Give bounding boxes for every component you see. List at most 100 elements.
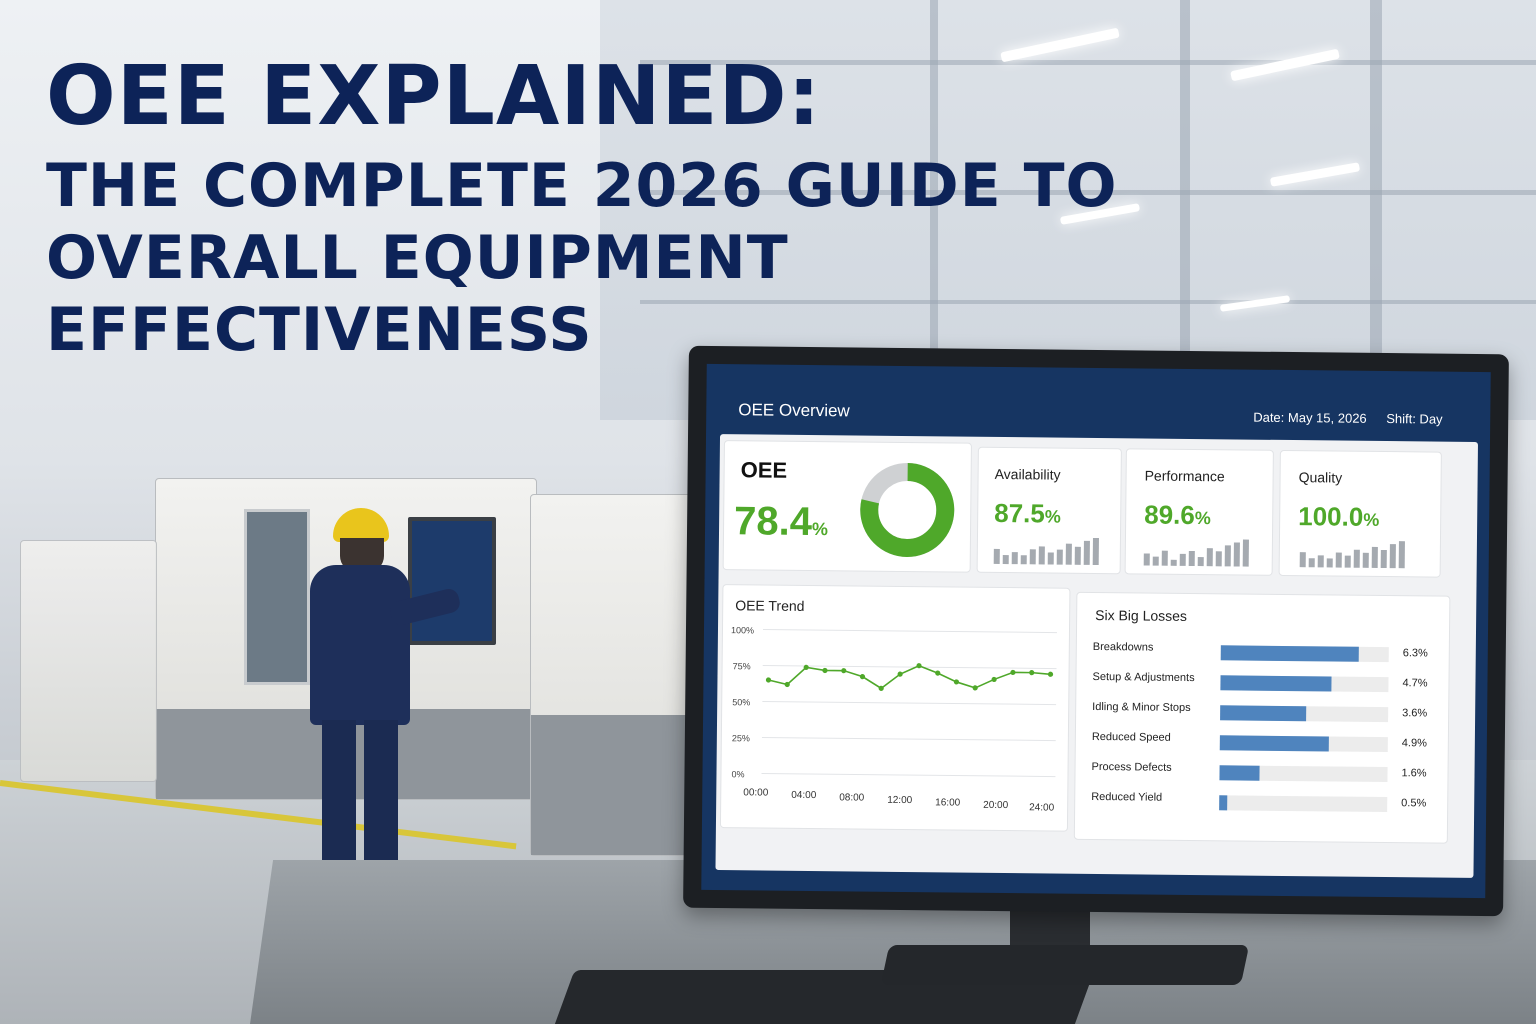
ceiling-column [1370, 0, 1382, 460]
loss-bar [1220, 645, 1359, 662]
y-tick-100: 100% [730, 625, 755, 636]
sparkline-bar [1152, 556, 1159, 566]
loss-label: Setup & Adjustments [1092, 670, 1195, 685]
sparkline-bar [1233, 542, 1240, 567]
grid-line [761, 773, 1056, 778]
loss-bar [1220, 705, 1306, 722]
sparkline-bar [1170, 559, 1177, 566]
grid-line [762, 701, 1057, 706]
sparkline-bar [1206, 548, 1213, 567]
availability-label: Availability [994, 465, 1061, 483]
x-tick-0400: 04:00 [791, 789, 817, 802]
loss-bar-track [1219, 735, 1388, 753]
monitor-stand-base [880, 945, 1250, 985]
sparkline-bar [1038, 546, 1045, 565]
sparkline-bar [1326, 558, 1333, 568]
trend-point [916, 663, 922, 669]
quality-sparkline [1299, 535, 1405, 569]
sparkline-bar [1092, 537, 1099, 566]
ceiling-beam [640, 190, 1536, 195]
ceiling-beam [640, 60, 1536, 65]
sparkline-bar [1224, 545, 1231, 567]
sparkline-bar [1074, 546, 1081, 565]
loss-bar-track [1220, 705, 1389, 723]
headline-line-1: OEE EXPLAINED: [46, 49, 822, 144]
dashboard-date: Date: May 15, 2026 [1253, 409, 1367, 426]
sparkline-bar [1065, 543, 1072, 565]
sparkline-bar [1389, 544, 1396, 569]
loss-rows: Breakdowns 6.3% Setup & Adjustments 4.7% Idl… [1077, 593, 1449, 813]
quality-card[interactable]: Quality 100.0% [1278, 449, 1442, 578]
sparkline-bar [1215, 551, 1222, 567]
y-tick-25: 25% [731, 733, 750, 744]
availability-card[interactable]: Availability 87.5% [976, 446, 1122, 575]
oee-trend-card[interactable]: OEE Trend 100% 75% 50% 25% 0% 00:00 04:0… [719, 584, 1071, 832]
trend-point [1010, 669, 1016, 676]
availability-sparkline [993, 532, 1099, 566]
sparkline-bar [1308, 558, 1315, 568]
loss-row: Reduced Speed 4.9% [1092, 731, 1432, 753]
sparkline-bar [1353, 549, 1360, 568]
performance-label: Performance [1144, 467, 1225, 485]
oee-card[interactable]: OEE 78.4% [722, 440, 972, 573]
loss-value: 1.6% [1401, 767, 1427, 780]
trend-point [841, 668, 847, 674]
dashboard-title: OEE Overview [738, 400, 850, 421]
worker-leg [322, 720, 356, 880]
machine-base [531, 715, 701, 855]
sparkline-bar [1344, 555, 1351, 568]
sparkline-bar [1335, 552, 1342, 568]
trend-point [878, 685, 884, 691]
x-tick-1600: 16:00 [935, 797, 961, 809]
loss-bar [1219, 795, 1228, 811]
headline-line-2: THE COMPLETE 2026 GUIDE TO [46, 151, 1118, 221]
loss-row: Process Defects 1.6% [1091, 761, 1431, 783]
performance-card[interactable]: Performance 89.6% [1124, 448, 1274, 576]
dashboard-shift: Shift: Day [1386, 411, 1443, 427]
loss-value: 3.6% [1402, 707, 1428, 720]
loss-label: Reduced Speed [1091, 730, 1171, 744]
dashboard-screen: OEE Overview Date: May 15, 2026 Shift: D… [701, 363, 1491, 899]
oee-value: 78.4% [733, 499, 829, 545]
six-big-losses-card[interactable]: Six Big Losses Breakdowns 6.3% Setup & Adj… [1073, 591, 1451, 844]
oee-trend-line [768, 664, 1051, 690]
trend-point [1047, 671, 1054, 677]
loss-bar [1219, 765, 1260, 781]
trend-point [972, 685, 978, 691]
sparkline-bar [1047, 552, 1054, 565]
loss-row: Idling & Minor Stops 3.6% [1092, 701, 1432, 723]
dashboard-content: OEE 78.4% Availability 87.5% Performance… [715, 434, 1479, 878]
sparkline-bar [1143, 553, 1150, 566]
loss-bar-track [1220, 645, 1389, 663]
sparkline-bar [1380, 549, 1387, 569]
y-tick-50: 50% [732, 697, 751, 708]
sparkline-bar [1299, 552, 1306, 568]
trend-point [935, 670, 941, 676]
loss-value: 4.7% [1402, 677, 1428, 690]
sparkline-bar [1362, 552, 1369, 568]
background-machine [20, 540, 157, 782]
quality-label: Quality [1298, 469, 1343, 486]
grid-line [762, 665, 1057, 670]
loss-value: 4.9% [1401, 737, 1427, 750]
oee-trend-plot [761, 629, 1057, 778]
x-tick-1200: 12:00 [887, 794, 913, 807]
loss-value: 6.3% [1402, 647, 1428, 660]
loss-bar [1220, 675, 1332, 692]
six-big-losses-title: Six Big Losses [1095, 606, 1188, 624]
worker-torso [310, 565, 410, 725]
performance-sparkline [1143, 533, 1249, 567]
ceiling-column [930, 0, 938, 420]
oee-trend-title: OEE Trend [735, 597, 805, 614]
headline-line-3: OVERALL EQUIPMENT [46, 223, 789, 293]
ceiling-column [1180, 0, 1190, 440]
sparkline-bar [1029, 549, 1036, 565]
loss-row: Reduced Yield 0.5% [1091, 791, 1431, 813]
sparkline-bar [1317, 555, 1324, 568]
x-tick-2000: 20:00 [983, 799, 1009, 812]
sparkline-bar [1179, 553, 1186, 566]
trend-point [1029, 670, 1035, 676]
worker-leg [364, 720, 398, 880]
trend-point [784, 681, 790, 688]
loss-row: Breakdowns 6.3% [1093, 641, 1433, 663]
